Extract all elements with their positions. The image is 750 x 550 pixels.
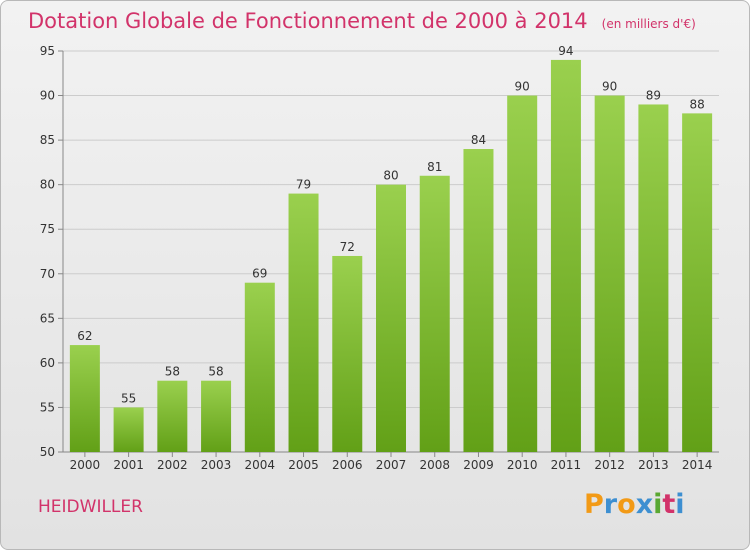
y-tick-label: 80 [40, 178, 55, 192]
commune-name: HEIDWILLER [38, 497, 143, 517]
data-label: 55 [121, 391, 136, 405]
x-tick-labels: 2000 2001 2002 2003 2004 2005 2006 2007 2008 2009… [70, 458, 713, 472]
unit-label: (en milliers d'€) [601, 17, 696, 31]
bar [463, 149, 494, 452]
y-tick-label: 75 [40, 222, 55, 236]
data-label: 80 [383, 169, 398, 183]
x-tick-label: 2002 [157, 458, 188, 472]
title-text: Dotation Globale de Fonctionnement de 20… [28, 9, 588, 33]
logo-letter: x [635, 489, 654, 520]
logo-letter: i [653, 489, 663, 520]
logo-letter: t [662, 489, 676, 520]
bar [332, 255, 363, 452]
bar [550, 59, 581, 453]
data-label: 62 [77, 329, 92, 343]
chart-title: Dotation Globale de Fonctionnement de 20… [28, 9, 696, 33]
bar [201, 380, 232, 452]
x-tick-label: 2011 [551, 458, 582, 472]
bar [113, 407, 144, 452]
data-label: 58 [165, 365, 180, 379]
y-tick-label: 60 [40, 356, 55, 370]
data-label: 81 [427, 160, 442, 174]
bar [682, 113, 713, 452]
x-tick-label: 2007 [376, 458, 407, 472]
data-label: 90 [602, 80, 617, 94]
data-label: 69 [252, 267, 267, 281]
bar [638, 104, 669, 452]
x-tick-label: 2005 [288, 458, 319, 472]
x-tick-label: 2009 [463, 458, 494, 472]
data-label: 89 [646, 88, 661, 102]
data-label: 72 [340, 240, 355, 254]
y-tick-label: 95 [40, 44, 55, 58]
y-tick-label: 90 [40, 89, 55, 103]
bar [69, 345, 100, 452]
x-tick-label: 2010 [507, 458, 538, 472]
logo-letter: o [617, 489, 636, 520]
data-label: 94 [558, 44, 573, 58]
bar [419, 175, 450, 452]
y-tick-label: 65 [40, 311, 55, 325]
x-tick-label: 2012 [594, 458, 625, 472]
x-tick-label: 2006 [332, 458, 363, 472]
x-tick-label: 2001 [113, 458, 144, 472]
y-tick-label: 50 [40, 445, 55, 459]
y-tick-labels: 50 55 60 65 70 75 80 85 90 95 [40, 44, 55, 459]
bar [157, 380, 188, 452]
data-label: 90 [515, 80, 530, 94]
y-tick-label: 70 [40, 267, 55, 281]
x-tick-label: 2008 [419, 458, 450, 472]
data-labels: 62 55 58 58 69 79 72 80 81 84 90 94 90 89 88 [77, 44, 705, 406]
logo-letter: i [675, 489, 685, 520]
data-label: 84 [471, 133, 486, 147]
y-tick-label: 55 [40, 400, 55, 414]
data-label: 58 [208, 365, 223, 379]
bar [507, 95, 538, 453]
y-tick-label: 85 [40, 133, 55, 147]
x-tick-label: 2004 [245, 458, 276, 472]
data-label: 79 [296, 178, 311, 192]
logo-letter: P [584, 489, 604, 520]
logo-letter: r [603, 489, 618, 520]
proxiti-logo: Proxiti [584, 489, 685, 520]
x-tick-label: 2014 [682, 458, 713, 472]
x-tick-label: 2013 [638, 458, 669, 472]
bars [69, 59, 713, 453]
bar [376, 184, 406, 452]
bar [244, 282, 275, 452]
bar [288, 193, 319, 453]
x-tick-label: 2003 [201, 458, 232, 472]
data-label: 88 [689, 97, 704, 111]
x-tick-label: 2000 [70, 458, 101, 472]
bar [594, 95, 625, 453]
